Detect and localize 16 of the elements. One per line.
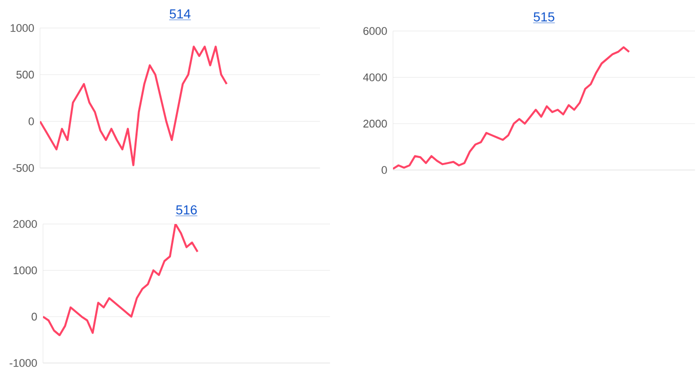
y-tick-label: 2000 [13,220,37,228]
y-tick-label: 6000 [363,27,387,35]
y-tick-label: 0 [32,312,37,321]
y-tick-label: 0 [382,166,387,174]
y-tick-label: 4000 [363,73,387,82]
chart-title: 515 [534,12,554,22]
y-tick-label: -1000 [10,359,37,367]
chart-title: 516 [176,205,197,214]
y-tick-label: 1000 [14,266,37,274]
line-series [393,46,630,170]
chart-title: 514 [170,9,190,18]
y-tick-label: 2000 [363,120,387,128]
y-tick-label: -500 [12,164,34,172]
y-tick-label: 500 [16,70,34,79]
y-tick-label: 1000 [10,24,34,32]
y-tick-label: 0 [28,117,34,126]
